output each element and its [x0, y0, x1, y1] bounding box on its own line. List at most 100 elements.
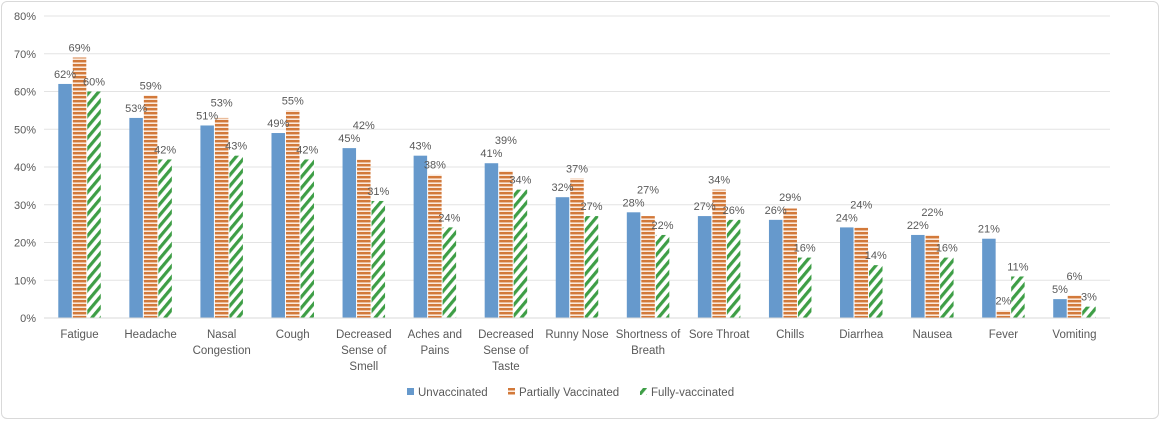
data-label: 5% [1052, 284, 1068, 296]
data-label: 26% [765, 205, 787, 217]
data-label: 21% [978, 224, 1000, 236]
bar-partially-vaccinated [570, 178, 584, 318]
bar-partially-vaccinated [143, 95, 158, 319]
data-label: 60% [83, 77, 105, 89]
bar-partially-vaccinated [1067, 295, 1082, 318]
bar-fully-vaccinated [584, 216, 599, 318]
x-tick-label: Decreased Sense of Smell [336, 329, 392, 373]
bar-partially-vaccinated [712, 189, 726, 318]
data-label: 38% [424, 160, 446, 172]
bar-unvaccinated [840, 227, 854, 318]
y-tick-label: 10% [14, 275, 36, 287]
data-label: 27% [694, 201, 716, 213]
data-label: 34% [708, 175, 730, 187]
data-label: 24% [850, 199, 872, 211]
legend-label: Fully-vaccinated [651, 387, 734, 399]
data-label: 6% [1067, 271, 1083, 283]
data-label: 24% [836, 212, 858, 224]
x-tick-label: Vomiting [1052, 329, 1096, 341]
bar-unvaccinated [697, 216, 712, 318]
bar-partially-vaccinated [214, 117, 229, 318]
legend-label: Unvaccinated [418, 387, 488, 399]
y-tick-label: 30% [14, 200, 36, 212]
bar-fully-vaccinated [513, 189, 528, 318]
bar-fully-vaccinated [940, 257, 954, 318]
data-label: 69% [69, 43, 91, 55]
bar-unvaccinated [58, 83, 72, 318]
bar-unvaccinated [413, 155, 428, 318]
data-label: 59% [140, 80, 162, 92]
bar-unvaccinated [271, 133, 285, 318]
data-label: 39% [495, 135, 517, 147]
bar-unvaccinated [484, 163, 499, 318]
data-label: 27% [637, 184, 659, 196]
data-label: 22% [652, 220, 674, 232]
x-tick-label: Fatigue [60, 329, 98, 341]
x-axis: Fatigue Headache Nasal Congestion Cough Decre… [44, 317, 1110, 373]
data-label: 62% [54, 69, 76, 81]
bar-unvaccinated [982, 238, 996, 318]
y-tick-label: 20% [14, 238, 36, 250]
bar-partially-vaccinated [854, 227, 869, 318]
x-tick-label: Headache [124, 329, 176, 341]
data-label: 3% [1081, 292, 1097, 304]
data-label: 29% [779, 192, 801, 204]
x-tick-label: Diarrhea [839, 329, 884, 341]
data-label: 42% [296, 144, 318, 156]
data-label: 34% [509, 175, 531, 187]
data-label: 28% [623, 197, 645, 209]
bar-unvaccinated [626, 212, 641, 318]
bar-unvaccinated [129, 117, 143, 318]
data-label: 53% [211, 97, 233, 109]
data-label: 2% [995, 295, 1011, 307]
data-label: 43% [409, 141, 431, 153]
data-label: 43% [225, 141, 247, 153]
x-tick-label: Decreased Sense of Taste [478, 329, 534, 373]
bar-unvaccinated [555, 197, 570, 318]
bar-partially-vaccinated [641, 216, 655, 318]
bar-fully-vaccinated [87, 91, 101, 318]
data-label: 51% [196, 110, 218, 122]
data-label: 27% [580, 201, 602, 213]
x-tick-label: Nasal Congestion [193, 329, 251, 357]
y-tick-label: 50% [14, 124, 36, 136]
x-tick-label: Shortness of Breath [616, 329, 681, 357]
x-tick-label: Nausea [913, 329, 953, 341]
bar-partially-vaccinated [357, 159, 371, 318]
x-tick-label: Sore Throat [689, 329, 750, 341]
y-tick-label: 80% [14, 11, 36, 23]
x-tick-label: Fever [989, 329, 1019, 341]
data-label: 14% [865, 250, 887, 262]
data-labels: 62%69%60%53%59%42%51%53%43%49%55%42%45%4… [54, 43, 1097, 308]
y-tick-label: 40% [14, 162, 36, 174]
data-label: 16% [936, 243, 958, 255]
x-tick-label: Chills [776, 329, 804, 341]
data-label: 24% [438, 212, 460, 224]
legend-label: Partially Vaccinated [519, 387, 619, 399]
data-label: 42% [353, 120, 375, 132]
y-tick-label: 60% [14, 87, 36, 99]
bar-partially-vaccinated [72, 57, 87, 319]
bar-fully-vaccinated [371, 200, 386, 318]
legend-swatch-icon [407, 388, 414, 395]
data-label: 55% [282, 95, 304, 107]
bar-unvaccinated [1053, 299, 1067, 318]
bars [58, 57, 1096, 319]
bar-partially-vaccinated [925, 234, 940, 318]
data-label: 49% [267, 118, 289, 130]
bar-fully-vaccinated [1082, 306, 1096, 318]
x-tick-label: Cough [276, 329, 310, 341]
legend-swatch-icon [640, 388, 647, 395]
legend-swatch-icon [508, 388, 515, 395]
bar-partially-vaccinated [499, 170, 513, 318]
bar-fully-vaccinated [655, 234, 670, 318]
data-label: 26% [723, 205, 745, 217]
data-label: 37% [566, 163, 588, 175]
data-label: 42% [154, 144, 176, 156]
bar-partially-vaccinated [285, 110, 300, 318]
x-tick-label: Runny Nose [545, 329, 608, 341]
bar-fully-vaccinated [229, 155, 243, 318]
bar-fully-vaccinated [869, 265, 883, 318]
